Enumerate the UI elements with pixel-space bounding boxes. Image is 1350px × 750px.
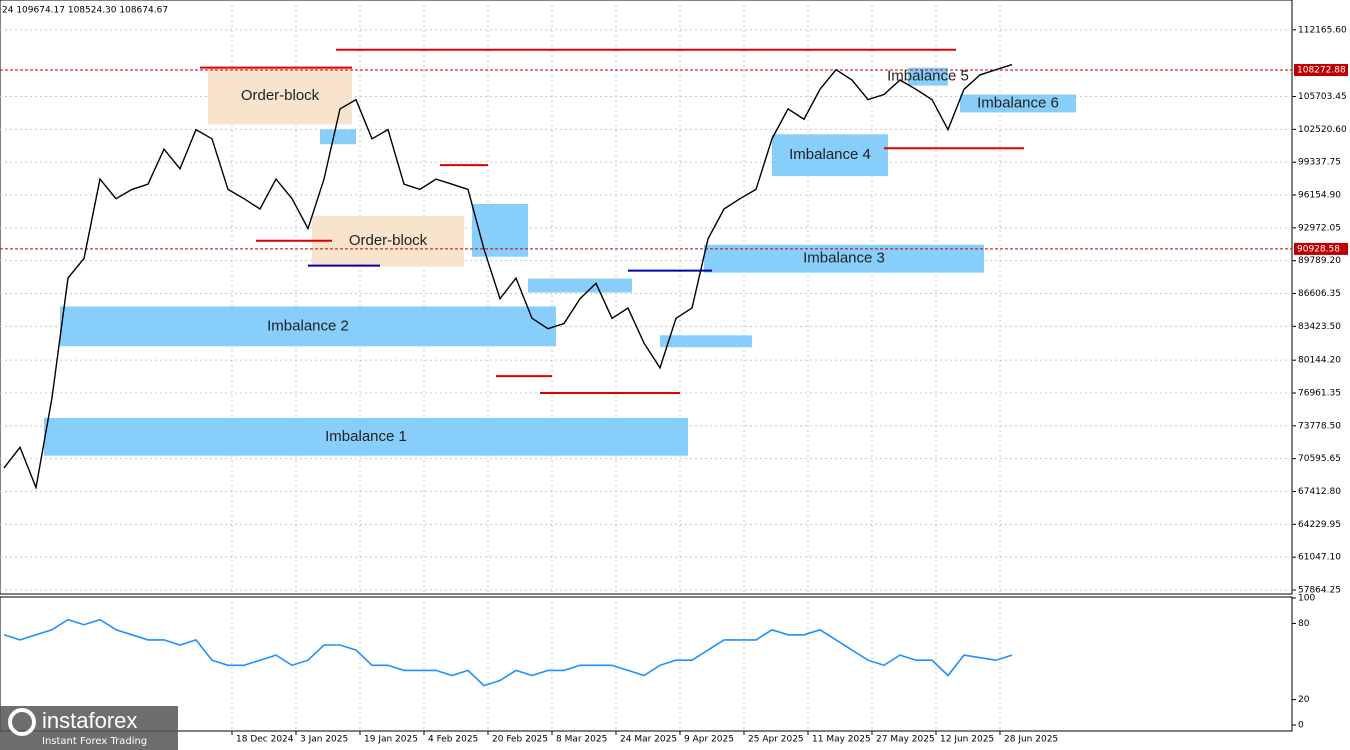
x-tick-label: 24 Mar 2025 [620, 735, 677, 745]
price-panel [0, 0, 1293, 595]
y-tick-label: 20 [1298, 695, 1310, 705]
zone-label: Imbalance 1 [325, 428, 407, 445]
zone-label: Imbalance 5 [887, 68, 969, 85]
zone [908, 67, 948, 86]
y-tick-label: 112165.60 [1298, 25, 1347, 35]
logo-name: instaforex [42, 708, 137, 733]
x-tick-label: 12 Jun 2025 [940, 735, 994, 745]
y-tick-label: 76961.35 [1298, 389, 1341, 399]
y-tick-label: 57864.25 [1298, 586, 1341, 596]
y-tick-label: 102520.60 [1298, 125, 1347, 135]
x-tick-label: 8 Mar 2025 [556, 735, 607, 745]
price-tag-label: 90928.58 [1297, 244, 1340, 254]
zone [312, 215, 464, 267]
zone [772, 134, 888, 177]
price-tag-label: 108272.88 [1297, 66, 1346, 76]
y-tick-label: 105703.45 [1298, 92, 1347, 102]
price-tag [1294, 242, 1348, 255]
header-text: 24 109674.17 108524.30 108674.67 [2, 6, 168, 16]
y-tick-label: 70595.65 [1298, 454, 1341, 464]
x-tick-label: 11 May 2025 [812, 735, 871, 745]
logo-tagline: Instant Forex Trading [42, 736, 147, 747]
zone-label: Imbalance 3 [803, 250, 885, 267]
x-tick-label: 19 Jan 2025 [364, 735, 418, 745]
x-tick-label: 25 Apr 2025 [748, 735, 804, 745]
zone [528, 278, 632, 293]
y-tick-label: 83423.50 [1298, 322, 1341, 332]
indicator-line [3, 618, 1013, 687]
indicator-panel [0, 596, 1293, 732]
zone [208, 67, 352, 125]
zone [44, 417, 688, 456]
y-tick-label: 61047.10 [1298, 553, 1341, 563]
y-tick-label: 89789.20 [1298, 256, 1341, 266]
zone [472, 203, 528, 257]
zone-label: Imbalance 4 [789, 146, 871, 163]
zone [960, 94, 1076, 113]
zone-label: Order-block [241, 87, 320, 104]
y-tick-label: 80144.20 [1298, 356, 1341, 366]
x-tick-label: 9 Apr 2025 [684, 735, 734, 745]
x-tick-label: 20 Feb 2025 [492, 735, 548, 745]
zone-label: Imbalance 6 [977, 94, 1059, 111]
y-tick-label: 86606.35 [1298, 289, 1341, 299]
x-tick-label: 3 Jan 2025 [300, 735, 348, 745]
zone [660, 335, 752, 348]
y-tick-label: 64229.95 [1298, 520, 1341, 530]
y-tick-label: 92972.05 [1298, 223, 1341, 233]
y-tick-label: 67412.80 [1298, 487, 1341, 497]
x-tick-label: 27 May 2025 [876, 735, 935, 745]
logo-icon [8, 708, 36, 736]
y-tick-label: 96154.90 [1298, 191, 1341, 201]
x-tick-label: 4 Feb 2025 [428, 735, 478, 745]
zone-label: Order-block [349, 232, 428, 249]
zone-label: Imbalance 2 [267, 317, 349, 334]
x-tick-label: 28 Jun 2025 [1004, 735, 1058, 745]
y-tick-label: 99337.75 [1298, 158, 1341, 168]
price-line-series [3, 63, 1013, 491]
y-tick-label: 0 [1298, 721, 1304, 731]
zone [320, 129, 356, 145]
y-tick-label: 73778.50 [1298, 421, 1341, 431]
zone [60, 306, 556, 347]
y-tick-label: 80 [1298, 619, 1310, 629]
price-tag [1294, 64, 1348, 77]
x-tick-label: 18 Dec 2024 [236, 735, 294, 745]
y-tick-label: 100 [1298, 594, 1315, 604]
logo: instaforex Instant Forex Trading [0, 706, 178, 750]
